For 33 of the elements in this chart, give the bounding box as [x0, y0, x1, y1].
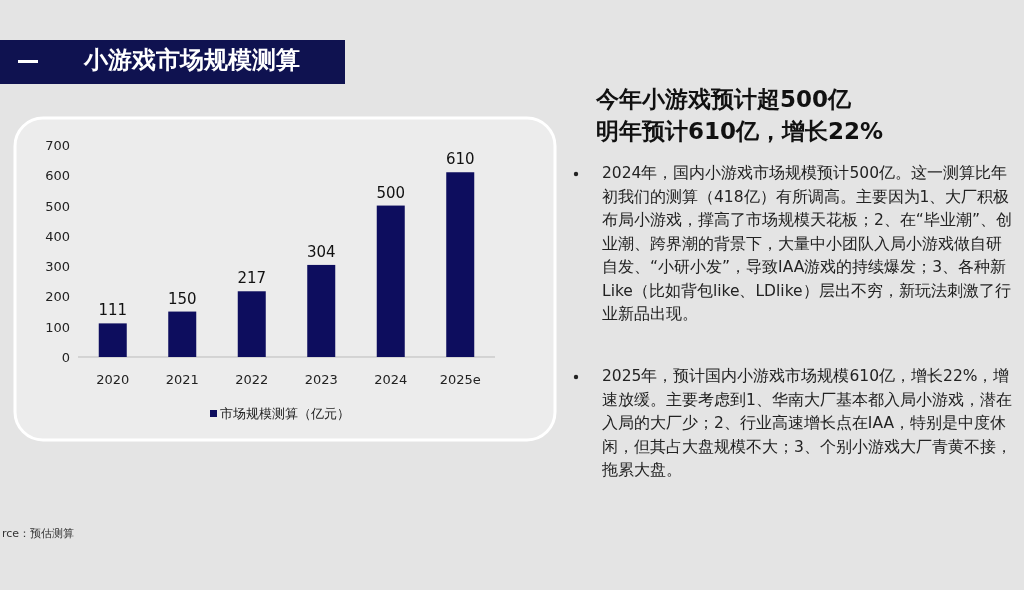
text: 2024年，国内小游戏市场规模预计500亿。这一测算比年初我们的测算（418亿）有所调高。主要因为1、大厂积极布局小游戏，撑高了市场规模天花板；2、在“毕业潮”、创业潮、跨界潮的背景下，大量中小团队入局小游戏做自研自发、“小研小发”，导致IAA游戏的持续爆发；3、各种新Like（比如背包like、LDlike）层出不穷，新玩法刺激了行业新品出现。 [602, 163, 1012, 325]
text: 今年小游戏预计超500亿 [596, 85, 852, 114]
x-tick-label: 2022 [235, 372, 269, 387]
text: rce：预估测算 [2, 526, 75, 541]
y-tick-label: 600 [45, 168, 70, 184]
data-label: 500 [376, 183, 406, 202]
x-tick-label: 2025e [439, 372, 481, 387]
y-tick-label: 400 [45, 228, 70, 244]
chart-title: 小游戏市场规模测算 [84, 45, 300, 76]
data-label: 217 [237, 269, 267, 288]
data-label: 610 [445, 150, 475, 169]
bar [98, 323, 127, 357]
x-tick-label: 2024 [374, 372, 408, 387]
bar [307, 264, 336, 357]
legend-label: 市场规模测算（亿元） [220, 406, 350, 421]
data-label: 150 [167, 289, 197, 308]
y-tick-label: 500 [45, 198, 70, 214]
text: 2025年，预计国内小游戏市场规模610亿，增长22%，增速放缓。主要考虑到1、华南大厂基本都入局小游戏，潜在入局的大厂少；2、行业高速增长点在IAA，特别是中度休闲，但其占大盘规模不大；3、个别小游戏大厂青黄不接，拖累大盘。 [602, 366, 1012, 481]
bar [446, 172, 475, 357]
y-tick-label: 300 [45, 259, 70, 275]
x-tick-label: 2021 [165, 372, 199, 387]
bar [237, 291, 266, 357]
y-tick-label: 100 [45, 319, 70, 335]
y-tick-label: 200 [45, 289, 70, 305]
x-tick-label: 2020 [96, 372, 130, 387]
data-label: 111 [98, 301, 128, 320]
text: 明年预计610亿，增长22% [596, 117, 884, 146]
bar [168, 311, 197, 357]
bar [376, 205, 405, 357]
data-label: 304 [306, 242, 336, 261]
x-tick-label: 2023 [304, 372, 338, 387]
y-tick-label: 0 [61, 350, 70, 365]
y-tick-label: 700 [45, 138, 70, 153]
